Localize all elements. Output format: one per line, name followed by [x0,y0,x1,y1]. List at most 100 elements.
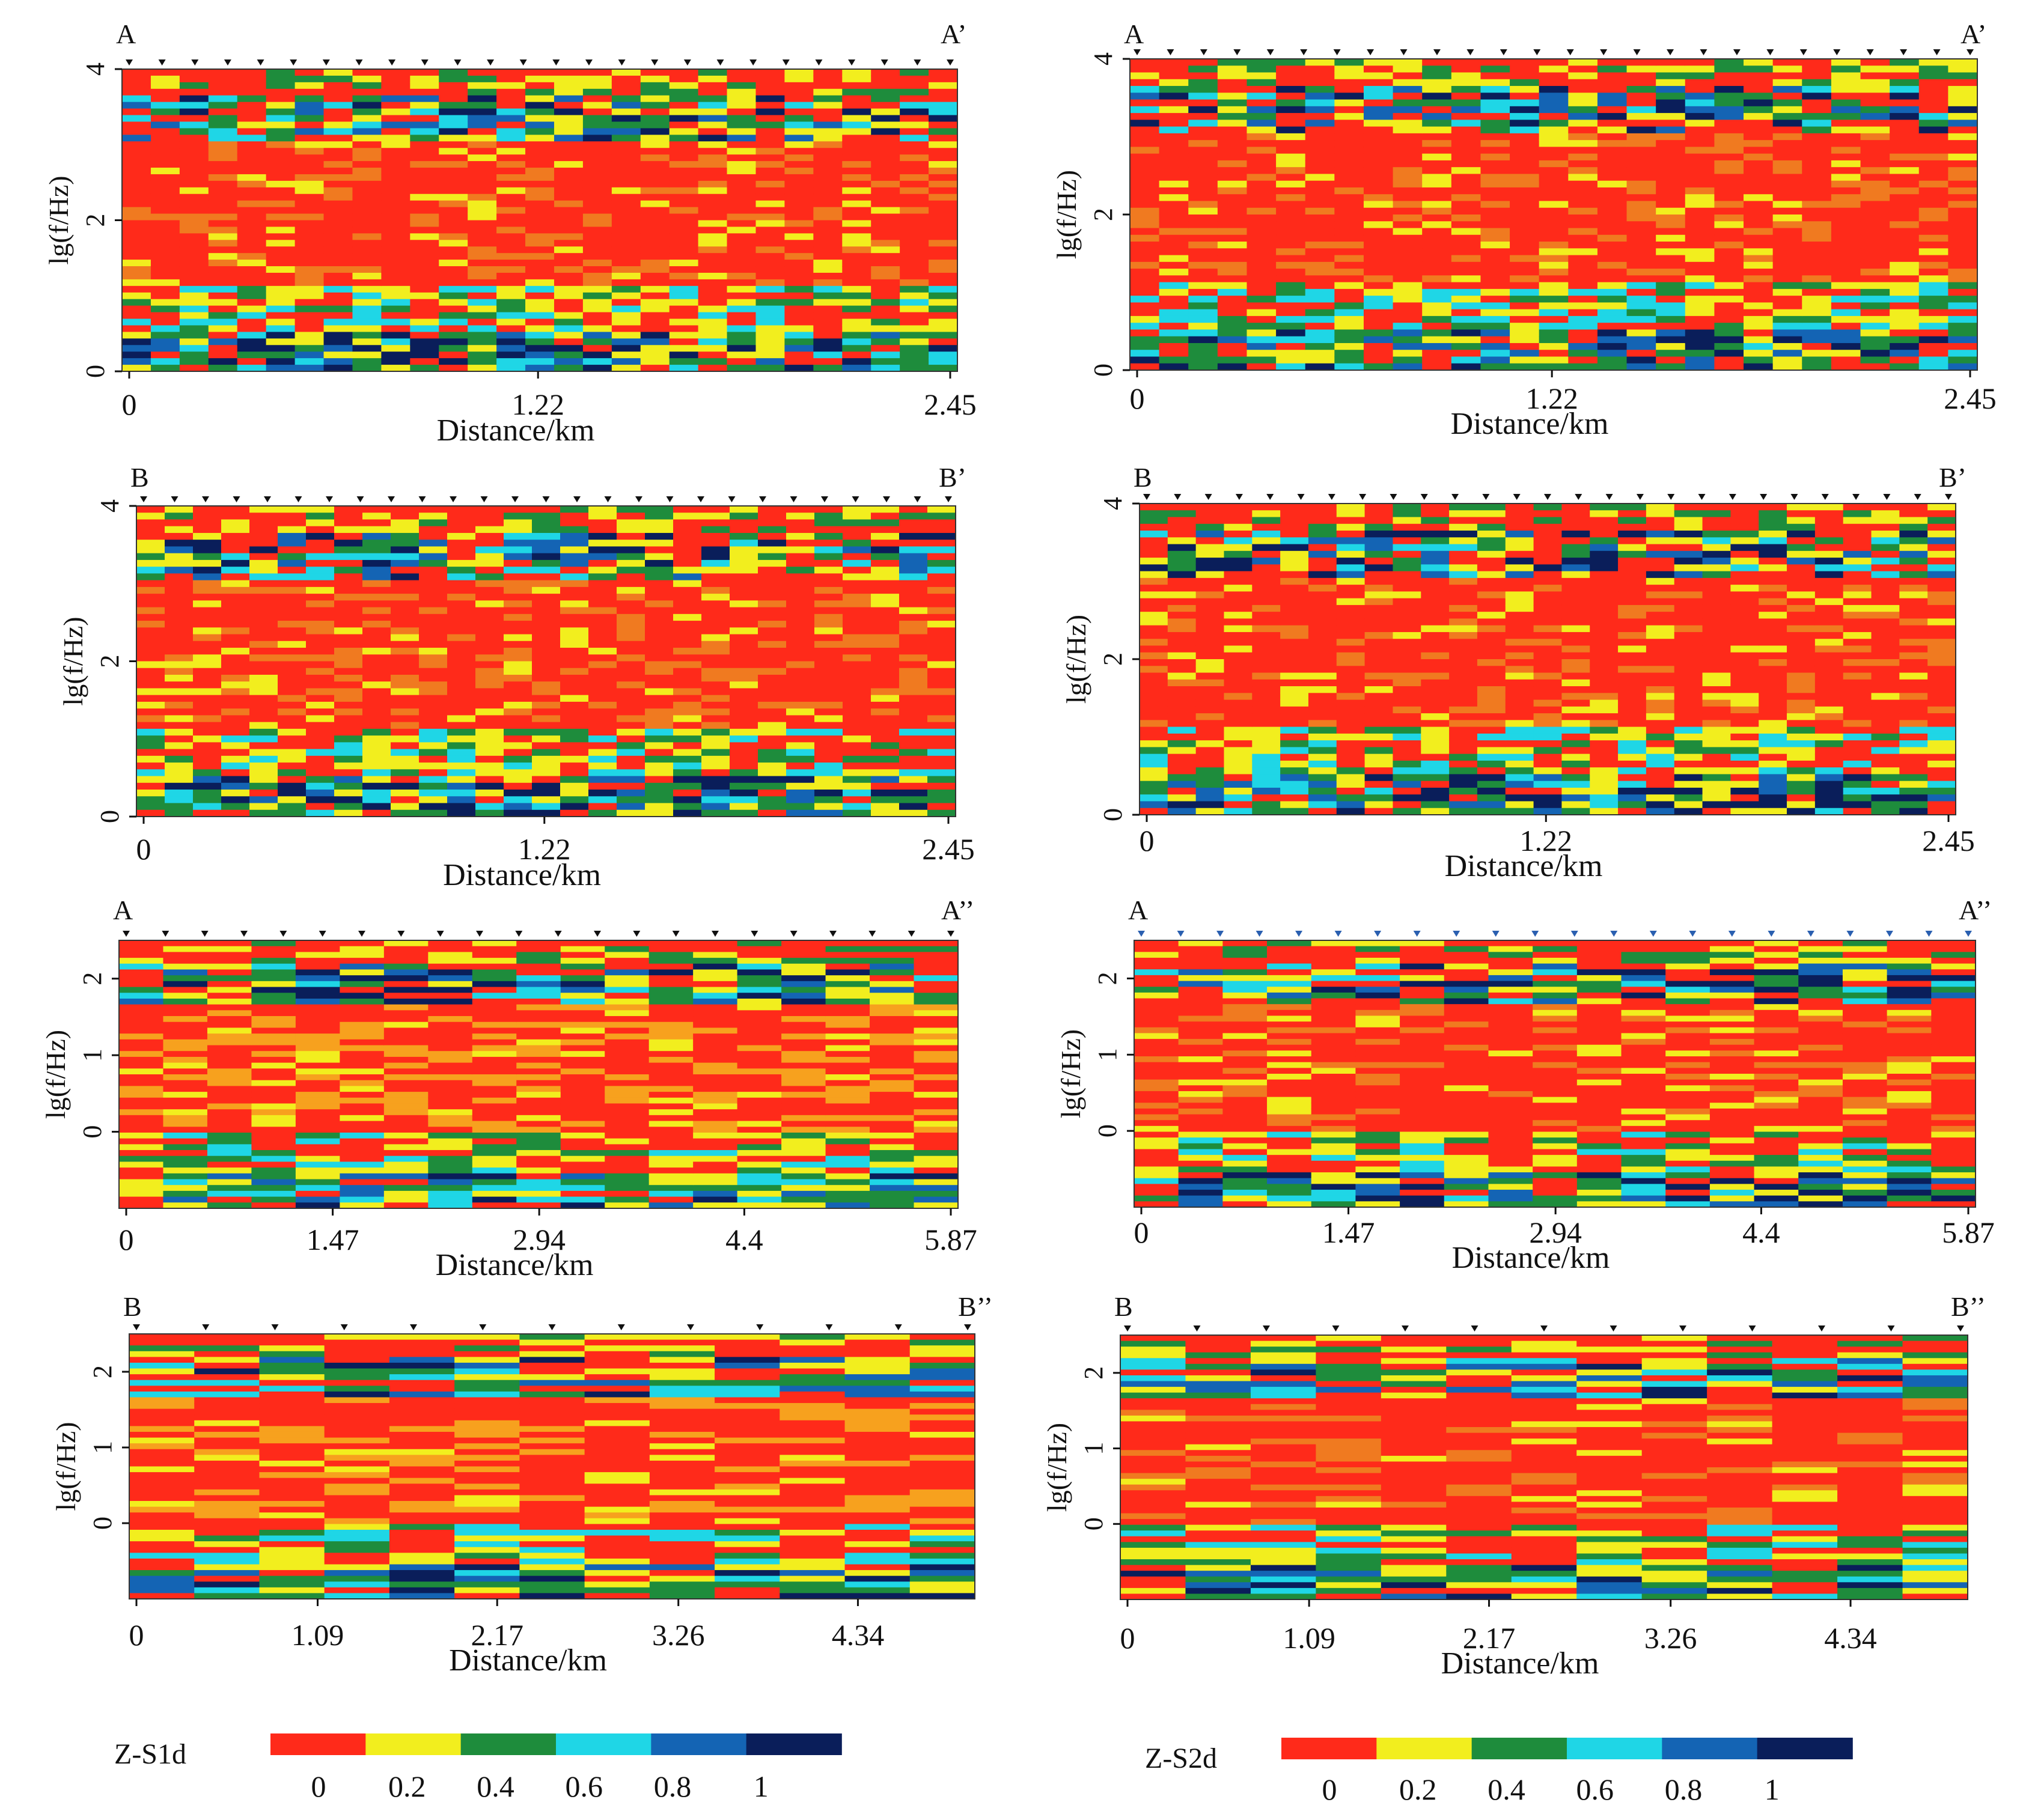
heatmap-cell [532,627,561,635]
heatmap-cell [475,506,504,514]
heatmap-cell [504,613,532,621]
heatmap-cell [323,285,353,293]
heatmap-cell [1276,59,1306,67]
heatmap-cell [1195,720,1225,728]
station-marker-icon [454,59,462,65]
heatmap-cell [727,292,757,300]
heatmap-cell [727,187,757,195]
heatmap-cell [193,809,222,817]
heatmap-cell [306,755,335,763]
heatmap-cell [758,594,787,601]
heatmap-cell [1247,201,1277,208]
heatmap-cell [1451,261,1481,269]
heatmap-cell [532,708,561,716]
heatmap-cell [193,681,222,689]
heatmap-cell [439,266,468,273]
heatmap-cell [294,161,325,168]
heatmap-cell [1802,269,1832,276]
heatmap-cell [1252,618,1281,626]
heatmap-cell [1363,99,1394,107]
y-tick-label: 2 [81,214,110,227]
heatmap-cell [899,600,928,608]
heatmap-cell [323,272,353,280]
heatmap-cell [611,108,641,116]
heatmap-cell [294,253,325,260]
heatmap-cell [496,233,526,241]
heatmap-cell [447,701,476,709]
heatmap-cell [900,141,929,149]
heatmap-cell [786,526,815,534]
heatmap-cell [1422,309,1452,317]
x-axis-label: Distance/km [437,413,595,448]
heatmap-cell [814,594,843,601]
heatmap-cell [419,742,448,750]
heatmap-cell [554,233,584,241]
heatmap-cell [1217,228,1248,236]
heatmap-cell [1505,517,1534,525]
heatmap-cell [179,148,209,155]
heatmap-cell [1590,713,1619,721]
heatmap-cell [468,88,497,96]
heatmap-cell [786,803,815,811]
heatmap-cell [193,513,222,520]
heatmap-cell [525,220,555,228]
heatmap-cell [447,634,476,642]
heatmap-cell [1802,174,1832,181]
heatmap-cell [560,600,589,608]
heatmap-cell [1305,59,1335,67]
heatmap-cell [588,540,617,547]
heatmap-cell [1451,315,1481,323]
profile-start-label: A [1124,19,1144,49]
heatmap-cell [1451,282,1481,290]
heatmap-cell [362,613,391,621]
heatmap-cell [727,305,757,313]
heatmap-cell [927,526,956,534]
heatmap-cell [1477,652,1506,660]
heatmap-cell [1714,153,1744,161]
heatmap-cell [900,253,929,260]
heatmap-cell [1890,309,1920,317]
heatmap-cell [730,567,758,574]
heatmap-cell [1831,113,1861,121]
heatmap-cell [150,121,180,129]
heatmap-cell [1590,504,1619,511]
heatmap-cell [929,102,958,109]
heatmap-cell [475,553,504,561]
heatmap-cell [1714,160,1744,168]
heatmap-cell [640,141,670,149]
heatmap-cell [1918,323,1949,330]
heatmap-cell [1449,612,1478,619]
heatmap-cell [1918,248,1949,256]
heatmap-cell [525,285,555,293]
heatmap-cell [871,141,900,149]
heatmap-cell [1422,153,1452,161]
heatmap-cell [352,187,382,195]
heatmap-cell [1618,679,1647,687]
heatmap-cell [554,88,584,96]
heatmap-cell [352,240,382,248]
heatmap-cell [1130,363,1160,371]
heatmap-cell [419,755,448,763]
heatmap-cell [381,266,411,273]
heatmap-cell [1772,282,1803,290]
heatmap-cell [294,318,325,326]
heatmap-cell [1247,302,1277,310]
heatmap-cell [1393,248,1423,256]
heatmap-cell [755,187,786,195]
heatmap-cell [1802,255,1832,263]
heatmap-cell [617,540,645,547]
heatmap-cell [179,358,209,365]
heatmap-cell [237,95,267,103]
heatmap-cell [701,776,730,784]
heatmap-cell [266,148,296,155]
heatmap-cell [532,634,561,642]
heatmap-cell [1167,604,1197,612]
heatmap-cell [1224,774,1253,782]
heatmap-cell [588,654,617,662]
heatmap-cell [1308,699,1337,707]
heatmap-cell [1449,787,1478,796]
heatmap-cell [468,135,497,142]
heatmap-cell [843,762,871,770]
heatmap-cell [1334,228,1364,236]
heatmap-cell [1618,585,1647,592]
